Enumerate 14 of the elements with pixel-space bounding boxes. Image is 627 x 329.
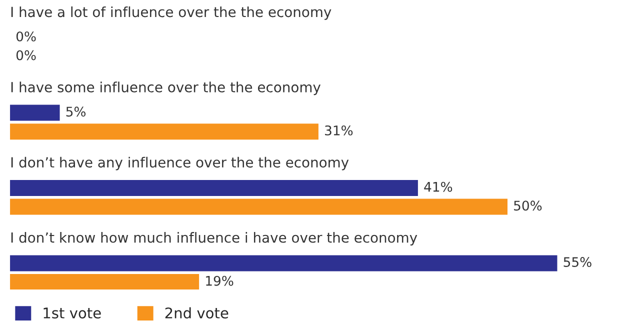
data-label: 19% xyxy=(206,276,234,286)
legend-label: 1st vote xyxy=(44,308,101,318)
data-label: 50% xyxy=(514,200,542,211)
data-label: 0% xyxy=(16,31,36,42)
y-tick-label: I don’t have any influence over the the economy xyxy=(11,156,349,170)
data-label: 31% xyxy=(325,125,353,136)
legend-label: 2nd vote xyxy=(165,307,228,318)
y-tick-label: I have a lot of influence over the the economy xyxy=(11,6,332,20)
data-label: 55% xyxy=(564,257,592,268)
data-label: 41% xyxy=(424,182,452,192)
y-tick-label: I don’t know how much influence i have over the economy xyxy=(11,232,418,246)
y-tick-label: I have some influence over the the economy xyxy=(11,82,321,96)
data-label: 5% xyxy=(66,106,86,117)
data-label: 0% xyxy=(16,50,36,60)
